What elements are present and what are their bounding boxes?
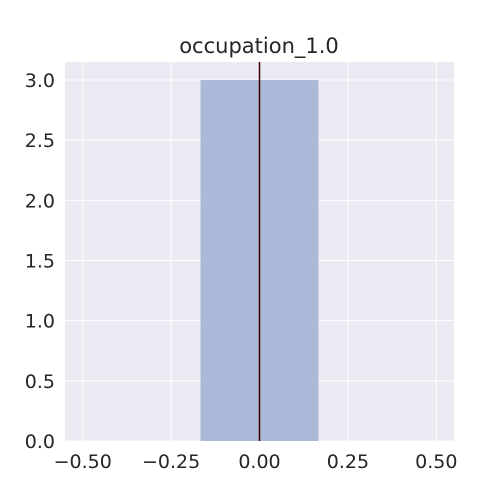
- y-axis-ticks: 0.0 0.5 1.0 1.5 2.0 2.5 3.0: [25, 70, 55, 453]
- x-tick-label: −0.25: [142, 451, 200, 473]
- y-tick-label: 2.0: [25, 190, 55, 212]
- x-axis-ticks: −0.50 −0.25 0.00 0.25 0.50: [54, 451, 458, 473]
- y-tick-label: 3.0: [25, 70, 55, 92]
- y-tick-label: 2.5: [25, 130, 55, 152]
- y-tick-label: 0.0: [25, 431, 55, 453]
- x-tick-label: 0.00: [238, 451, 280, 473]
- y-tick-label: 0.5: [25, 371, 55, 393]
- y-tick-label: 1.5: [25, 251, 55, 273]
- chart-title: occupation_1.0: [179, 34, 339, 59]
- x-tick-label: −0.50: [54, 451, 112, 473]
- x-tick-label: 0.25: [327, 451, 369, 473]
- y-tick-label: 1.0: [25, 311, 55, 333]
- x-tick-label: 0.50: [415, 451, 457, 473]
